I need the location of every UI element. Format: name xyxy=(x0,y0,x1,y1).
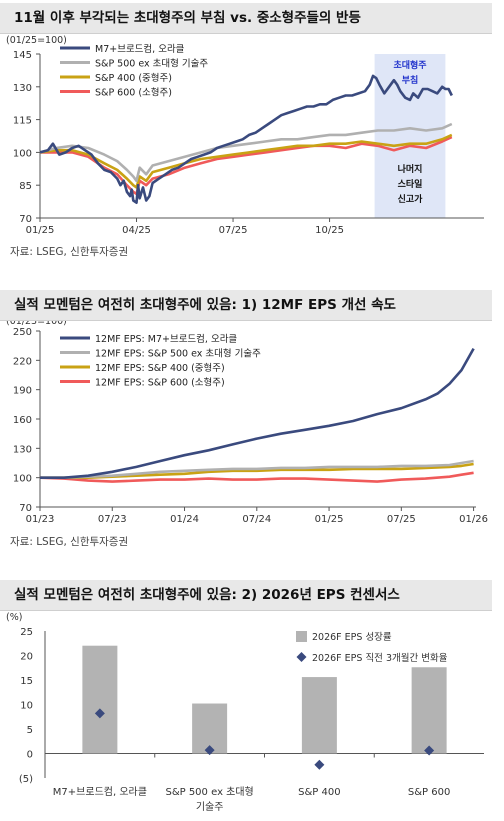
y-tick-label: (5) xyxy=(19,774,33,785)
chart-2-plot: (01/23=100) 70 100 130 160 190 220 250 01/23 07/2… xyxy=(6,321,488,525)
y-tick-label: 85 xyxy=(19,181,32,192)
legend-label: 12MF EPS: S&P 600 (소형주) xyxy=(95,378,225,389)
series-line xyxy=(39,133,453,189)
y-tick-label: 100 xyxy=(13,474,32,485)
legend-label: 12MF EPS: M7+브로드컴, 오라클 xyxy=(95,333,237,345)
chart-1-source: 자료: LSEG, 신한투자증권 xyxy=(10,246,129,258)
category-label: S&P 600 xyxy=(408,787,450,798)
legend-label: 12MF EPS: S&P 500 ex 초대형 기술주 xyxy=(95,349,261,360)
chart-2-title: 실적 모멘텀은 여전히 초대형주에 있음: 1) 12MF EPS 개선 속도 xyxy=(0,290,492,321)
bar xyxy=(411,667,447,754)
y-tick-label: 130 xyxy=(13,83,32,94)
y-tick-label: 160 xyxy=(13,415,32,426)
series-line xyxy=(40,459,474,479)
x-tick-label: 07/25 xyxy=(219,225,248,236)
legend-label: 12MF EPS: S&P 400 (중형주) xyxy=(95,363,225,374)
chart-panel-2: 실적 모멘텀은 여전히 초대형주에 있음: 1) 12MF EPS 개선 속도 … xyxy=(0,280,504,550)
chart-2-source: 자료: LSEG, 신한투자증권 xyxy=(10,536,129,548)
category-label: S&P 400 xyxy=(298,787,340,798)
shaded-region xyxy=(374,54,446,218)
y-tick-label: 10 xyxy=(20,701,33,712)
legend-marker xyxy=(296,652,307,662)
legend-label: 2026F EPS 성장률 xyxy=(312,632,392,643)
category-label: 기술주 xyxy=(196,801,224,813)
x-tick-label: 01/25 xyxy=(26,225,55,236)
series-line xyxy=(39,74,453,204)
category-label: M7+브로드컴, 오라클 xyxy=(53,786,147,798)
x-tick-label: 10/25 xyxy=(315,225,344,236)
series-line xyxy=(40,347,475,479)
unit-label: (01/25=100) xyxy=(6,35,67,46)
x-tick-label: 07/25 xyxy=(387,514,416,525)
x-tick-label: 04/25 xyxy=(122,225,151,236)
chart-3-plot: (%) (5) 0 5 10 15 20 25 M7+브로드컴, 오라클 S&P 500 ex 초… xyxy=(6,612,484,813)
chart-1-title: 11월 이후 부각되는 초대형주의 부침 vs. 중소형주들의 반등 xyxy=(0,3,492,34)
legend-label: 2026F EPS 직전 3개월간 변화율 xyxy=(312,652,448,664)
x-tick-label: 01/24 xyxy=(170,514,199,525)
bar xyxy=(82,645,118,754)
x-tick-label: 07/24 xyxy=(242,514,271,525)
y-tick-label: 250 xyxy=(13,327,32,338)
y-tick-label: 100 xyxy=(13,148,32,159)
legend-swatch xyxy=(296,631,307,642)
category-label: S&P 500 ex 초대형 xyxy=(165,786,253,798)
y-tick-label: 70 xyxy=(19,503,32,514)
legend-label: S&P 400 (중형주) xyxy=(95,73,172,84)
legend-label: M7+브로드컴, 오라클 xyxy=(95,43,185,55)
y-tick-label: 70 xyxy=(19,214,32,225)
legend-label: S&P 600 (소형주) xyxy=(95,88,172,99)
x-tick-label: 07/23 xyxy=(98,514,127,525)
series-line xyxy=(39,471,474,483)
bar xyxy=(301,677,337,754)
unit-label: (%) xyxy=(6,612,22,623)
marker-point xyxy=(424,745,435,756)
legend-label: S&P 500 ex 초대형 기술주 xyxy=(95,59,208,70)
y-tick-label: 220 xyxy=(13,356,32,367)
x-tick-label: 01/25 xyxy=(315,514,344,525)
series-line xyxy=(40,135,453,196)
marker-point xyxy=(94,708,105,719)
marker-point xyxy=(314,759,325,770)
chart-panel-3: 실적 모멘텀은 여전히 초대형주에 있음: 2) 2026년 EPS 컨센서스 … xyxy=(0,575,504,821)
y-tick-label: 145 xyxy=(13,50,32,61)
y-tick-label: 5 xyxy=(27,725,33,736)
y-tick-label: 190 xyxy=(13,386,32,397)
chart-3-title: 실적 모멘텀은 여전히 초대형주에 있음: 2) 2026년 EPS 컨센서스 xyxy=(0,580,492,611)
marker-point xyxy=(204,745,215,756)
x-tick-label: 01/26 xyxy=(459,514,488,525)
unit-label: (01/23=100) xyxy=(6,321,67,327)
y-tick-label: 25 xyxy=(20,627,33,638)
y-tick-label: 15 xyxy=(20,676,33,687)
y-tick-label: 0 xyxy=(27,750,33,761)
shaded-label-bottom: 스타일 xyxy=(398,178,423,190)
shaded-label-top: 부침 xyxy=(402,74,419,86)
shaded-label-bottom: 나머지 xyxy=(398,163,423,175)
shaded-label-top: 초대형주 xyxy=(393,59,426,71)
y-tick-label: 20 xyxy=(20,652,33,663)
x-tick-label: 01/23 xyxy=(26,514,55,525)
chart-panel-1: 11월 이후 부각되는 초대형주의 부침 vs. 중소형주들의 반등 (01/2… xyxy=(0,0,504,262)
shaded-label-bottom: 신고가 xyxy=(398,193,424,205)
y-tick-label: 115 xyxy=(13,116,32,127)
y-tick-label: 130 xyxy=(13,444,32,455)
